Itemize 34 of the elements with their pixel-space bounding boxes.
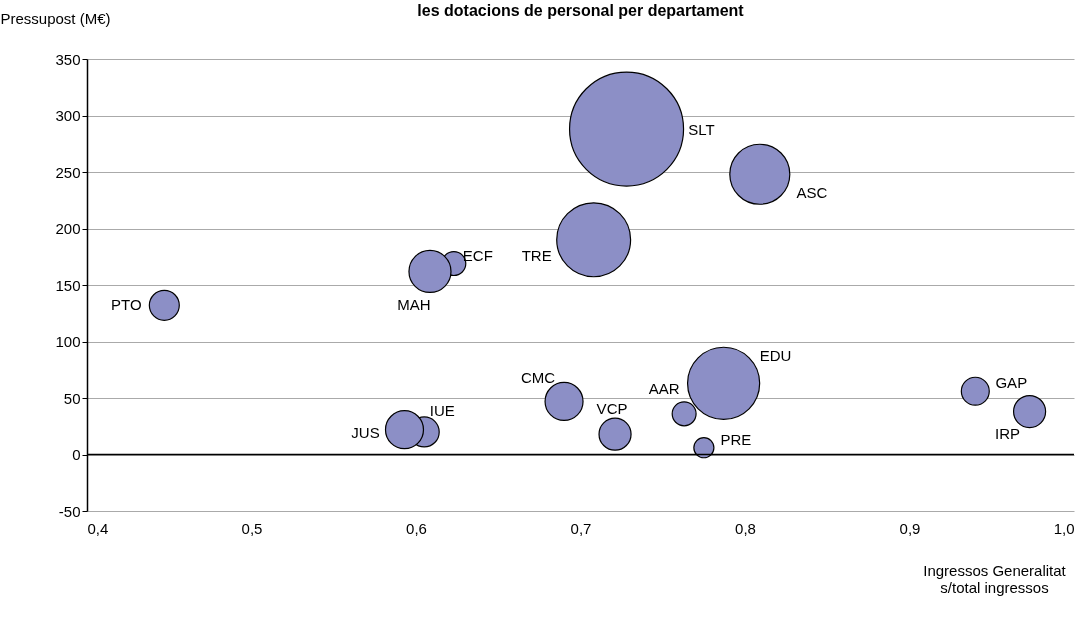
x-tick-label: 0,5 bbox=[241, 519, 263, 537]
x-tick-label: 0,8 bbox=[735, 519, 756, 537]
y-tick-label: -50 bbox=[58, 502, 81, 520]
x-tick-label: 1,0 bbox=[1053, 519, 1075, 537]
y-tick-label: 350 bbox=[55, 50, 81, 68]
annotation: ECF bbox=[462, 246, 493, 264]
y-tick-label: 0 bbox=[72, 446, 81, 463]
annotation: EDU bbox=[759, 347, 792, 365]
annotation: IUE bbox=[429, 401, 455, 419]
y-tick-label: 200 bbox=[55, 220, 81, 237]
annotation: VCP bbox=[596, 400, 628, 418]
annotation: TRE bbox=[521, 246, 552, 264]
chart-title: les dotacions de personal per departament bbox=[417, 2, 745, 19]
y-tick-label: 100 bbox=[55, 333, 81, 350]
x-axis-title: Ingressos Generalitat s/total ingressos bbox=[923, 561, 1067, 596]
y-tick-label: 150 bbox=[55, 276, 81, 294]
annotation: PRE bbox=[720, 430, 752, 448]
annotation: CMC bbox=[520, 369, 556, 387]
annotation: PTO bbox=[111, 296, 142, 314]
annotation: SLT bbox=[688, 121, 715, 139]
x-tick-label: 0,4 bbox=[87, 519, 109, 537]
y-tick-label: 300 bbox=[55, 107, 81, 124]
annotation: JUS bbox=[351, 423, 380, 441]
annotation: AAR bbox=[648, 379, 680, 397]
y-axis-title: Pressupost (M€) bbox=[0, 9, 111, 27]
x-tick-label: 0,9 bbox=[899, 519, 921, 537]
annotation: IRP bbox=[995, 424, 1021, 442]
annotation: ASC bbox=[796, 184, 828, 202]
y-tick-label: 250 bbox=[55, 163, 81, 181]
y-tick-label: 50 bbox=[63, 389, 81, 407]
x-tick-label: 0,6 bbox=[406, 519, 427, 537]
annotation: MAH bbox=[397, 296, 431, 314]
annotation: GAP bbox=[995, 374, 1028, 392]
x-tick-label: 0,7 bbox=[570, 519, 592, 537]
